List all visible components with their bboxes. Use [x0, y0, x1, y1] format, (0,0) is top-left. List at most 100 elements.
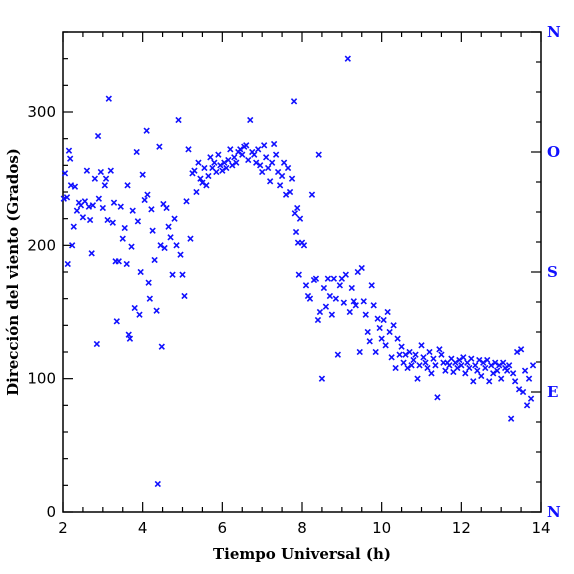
data-point — [109, 219, 116, 226]
data-point — [151, 256, 158, 264]
data-point — [113, 318, 120, 325]
data-point — [272, 151, 280, 158]
data-point — [476, 356, 483, 364]
data-point — [149, 227, 156, 234]
data-point — [352, 302, 359, 309]
data-point — [364, 328, 371, 336]
data-point — [282, 191, 290, 198]
data-point — [117, 203, 124, 210]
data-point — [187, 235, 194, 242]
data-point — [494, 367, 501, 374]
data-point — [466, 364, 473, 372]
data-point — [123, 260, 130, 268]
x-tick-label: 2 — [58, 519, 68, 537]
data-point — [360, 298, 367, 305]
data-point — [511, 378, 519, 385]
data-point — [428, 370, 435, 377]
data-point — [334, 351, 342, 358]
data-point — [169, 271, 176, 278]
data-point — [65, 147, 73, 154]
data-point — [207, 154, 214, 161]
data-point — [86, 216, 94, 224]
data-point — [157, 242, 164, 249]
y-tick-label: 100 — [27, 370, 56, 388]
data-point — [243, 142, 250, 149]
data-point — [126, 335, 134, 342]
data-point — [410, 356, 417, 364]
data-point — [408, 362, 415, 369]
data-point — [507, 415, 515, 422]
x-tick-label: 4 — [138, 519, 148, 537]
data-point — [185, 146, 192, 153]
x-tick-label: 14 — [531, 519, 550, 537]
data-point — [350, 298, 357, 305]
data-point — [416, 362, 423, 369]
data-point — [259, 168, 266, 176]
data-point — [525, 375, 533, 382]
data-point — [478, 372, 485, 380]
data-point — [330, 275, 338, 282]
data-point — [215, 151, 222, 158]
data-point — [141, 196, 148, 204]
data-point — [302, 282, 310, 289]
data-point — [509, 370, 517, 377]
data-point — [328, 311, 336, 318]
data-point — [231, 154, 238, 161]
data-point — [348, 284, 355, 292]
data-point — [523, 402, 531, 409]
y-axis-title: Dirección del viento (Grados) — [4, 148, 22, 396]
data-point — [295, 271, 302, 278]
data-point — [454, 364, 461, 372]
data-point — [128, 243, 135, 250]
data-point — [262, 154, 270, 161]
data-point — [376, 324, 383, 332]
data-point — [70, 223, 77, 230]
cardinal-label: N — [547, 23, 561, 41]
data-point — [199, 179, 206, 186]
data-point — [346, 308, 353, 316]
plot-area-frame — [62, 31, 542, 513]
data-point — [154, 480, 161, 488]
data-point — [404, 364, 411, 372]
data-point — [390, 322, 397, 329]
data-point — [432, 362, 439, 369]
data-point — [519, 388, 527, 396]
data-point — [255, 146, 262, 153]
data-point — [68, 242, 76, 249]
data-point — [183, 198, 190, 205]
data-point — [278, 172, 286, 180]
data-point — [61, 170, 69, 177]
data-point — [438, 351, 445, 358]
data-point — [456, 356, 463, 364]
data-point — [368, 282, 375, 289]
data-point — [414, 375, 421, 382]
data-point — [245, 156, 252, 164]
data-point — [392, 364, 399, 372]
data-points — [60, 55, 537, 488]
data-point — [496, 362, 503, 369]
data-point — [97, 168, 105, 176]
data-point — [486, 378, 493, 385]
x-tick-label: 8 — [297, 519, 307, 537]
data-point — [121, 224, 128, 232]
data-point — [320, 284, 328, 292]
data-point — [239, 151, 246, 158]
data-point — [468, 355, 475, 362]
data-point — [498, 375, 505, 382]
data-point — [131, 304, 138, 312]
data-point — [436, 346, 443, 353]
data-point — [63, 194, 71, 201]
data-point — [137, 268, 144, 276]
data-point — [95, 195, 103, 202]
data-point — [217, 162, 224, 169]
data-point — [104, 216, 111, 224]
data-point — [91, 175, 99, 182]
data-point — [71, 183, 79, 190]
data-point — [340, 299, 347, 306]
data-point — [482, 364, 489, 372]
data-point — [88, 250, 95, 257]
data-point — [374, 315, 381, 322]
data-point — [484, 356, 491, 364]
data-point — [402, 351, 409, 358]
data-point — [79, 214, 87, 221]
